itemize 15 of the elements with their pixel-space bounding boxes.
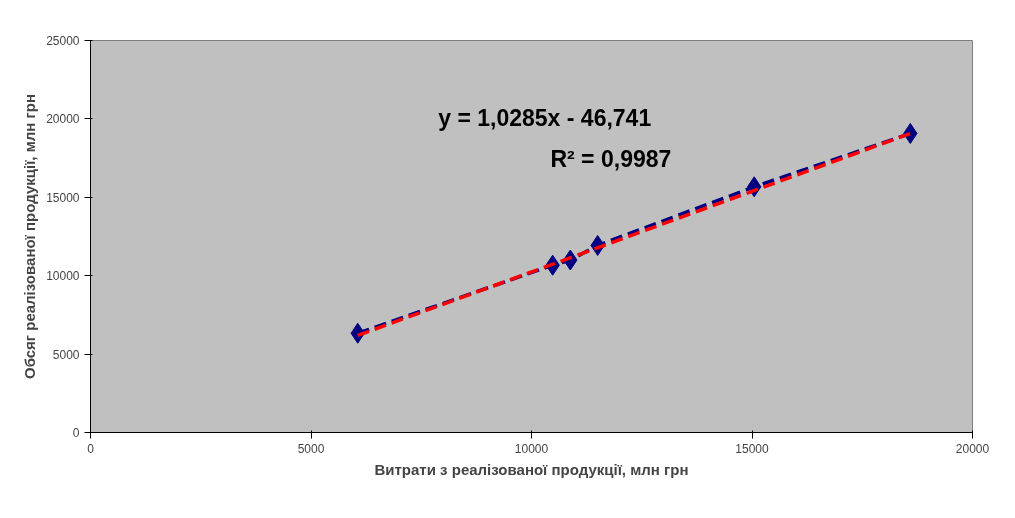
y-tick-label: 0 xyxy=(72,426,80,440)
x-tick-label: 0 xyxy=(87,441,95,456)
y-tick-label: 20000 xyxy=(46,112,80,127)
y-tick-label: 10000 xyxy=(46,269,80,284)
y-tick-label: 5000 xyxy=(52,347,80,362)
annotation: y = 1,0285x - 46,741 xyxy=(438,105,652,132)
y-axis-title: Обсяг реалізованої продукції, млн грн xyxy=(21,93,39,380)
y-tick-label: 25000 xyxy=(46,34,80,48)
x-axis-title: Витрати з реалізованої продукції, млн грн xyxy=(374,460,689,478)
y-tick-label: 15000 xyxy=(46,190,80,205)
annotation: R² = 0,9987 xyxy=(550,146,672,173)
x-tick-label: 5000 xyxy=(297,441,325,456)
x-tick-label: 15000 xyxy=(735,441,770,456)
x-tick-label: 20000 xyxy=(955,441,990,456)
x-tick-label: 10000 xyxy=(514,441,549,456)
